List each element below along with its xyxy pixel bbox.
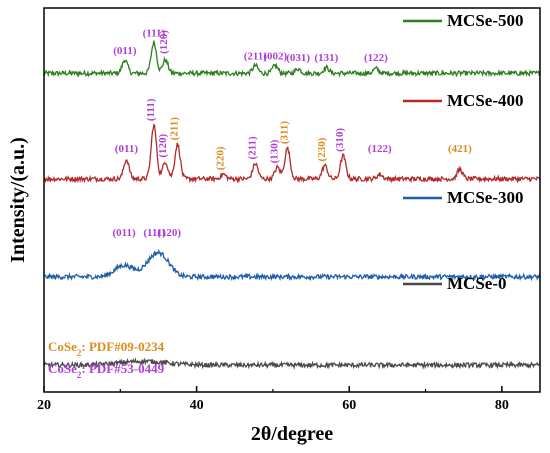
peak-label: (122) xyxy=(368,143,392,155)
peak-label: (310) xyxy=(334,128,346,152)
curves-layer xyxy=(43,40,541,370)
phase-legend-layer: CoSe2: PDF#09-0234 CoSe2: PDF#53-0449 xyxy=(48,339,165,380)
peak-label: (311) xyxy=(278,121,290,145)
peak-label: (120) xyxy=(157,133,169,157)
series-line-mcse-400 xyxy=(43,123,541,184)
peak-label: (211) xyxy=(244,51,268,63)
peak-label: (111) xyxy=(145,98,157,121)
phase-legend-entry: CoSe2: PDF#53-0449 xyxy=(48,361,165,380)
peak-label: (011) xyxy=(113,45,137,57)
peak-annotations-layer: (011)(111)(120)(211)(002) (031) (131) (122)… xyxy=(113,28,473,239)
x-axis-label: 2θ/degree xyxy=(251,423,333,445)
peak-label: (230) xyxy=(316,137,328,161)
peak-label: (211) xyxy=(169,117,181,141)
peak-label: (130) xyxy=(269,139,281,163)
x-axis-ticks: 20 40 60 80 xyxy=(37,386,509,413)
peak-label: (122) xyxy=(364,52,388,64)
peak-label: (111) xyxy=(143,28,166,40)
series-line-mcse-300 xyxy=(43,248,541,282)
peak-label: (111) xyxy=(143,227,166,239)
legend-label: MCSe-500 xyxy=(447,11,523,30)
peak-label: (120) xyxy=(158,30,170,54)
legend-layer: MCSe-500 MCSe-400 MCSe-300 MCSe-0 xyxy=(403,11,523,293)
legend-label: MCSe-400 xyxy=(447,91,523,110)
x-tick-label: 60 xyxy=(342,398,356,413)
series-line-mcse-0 xyxy=(43,357,541,370)
legend-label: MCSe-0 xyxy=(447,274,506,293)
phase-legend-entry: CoSe2: PDF#09-0234 xyxy=(48,339,165,358)
legend-label: MCSe-300 xyxy=(447,188,523,207)
series-line-mcse-500 xyxy=(43,40,541,78)
peak-label: (011) xyxy=(113,227,137,239)
y-axis-label: Intensity/(a.u.) xyxy=(7,137,29,263)
x-tick-label: 40 xyxy=(190,398,204,413)
plot-frame xyxy=(43,7,541,393)
x-tick-label: 80 xyxy=(495,398,509,413)
peak-label: (421) xyxy=(448,143,472,155)
peak-label: (131) xyxy=(314,52,338,64)
x-tick-label: 20 xyxy=(37,398,51,413)
peak-label: (002) xyxy=(263,51,287,63)
peak-label: (211) xyxy=(246,136,258,160)
peak-label: (031) xyxy=(286,52,310,64)
peak-label: (220) xyxy=(214,146,226,170)
peak-label: (120) xyxy=(157,227,181,239)
peak-label: (011) xyxy=(115,143,139,155)
